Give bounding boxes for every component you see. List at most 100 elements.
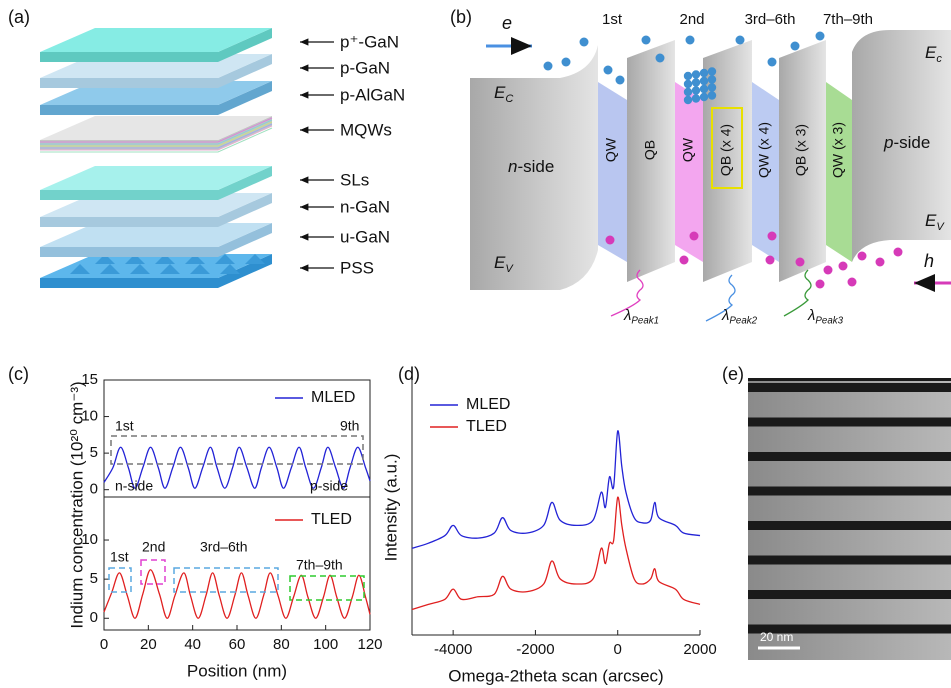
layer-side bbox=[40, 190, 218, 200]
electron bbox=[700, 85, 708, 93]
label: 2nd bbox=[679, 11, 704, 28]
label: 1st bbox=[602, 11, 623, 28]
hole bbox=[816, 280, 825, 289]
scale-bar-label: 20 nm bbox=[760, 630, 793, 644]
electron bbox=[816, 32, 825, 41]
layer-side bbox=[40, 278, 218, 288]
hole bbox=[894, 248, 903, 257]
annotation: 1st bbox=[110, 549, 129, 565]
label: h bbox=[924, 251, 934, 271]
label: QB (x 3) bbox=[793, 124, 809, 176]
label: p⁺-GaN bbox=[340, 32, 399, 51]
dashed-box bbox=[174, 568, 278, 592]
y-tick-label: 5 bbox=[90, 444, 98, 461]
electron bbox=[684, 72, 692, 80]
electron bbox=[708, 83, 716, 91]
electron bbox=[768, 58, 777, 67]
tem-stripe bbox=[748, 487, 951, 496]
x-tick-label: 0 bbox=[614, 641, 622, 658]
x-tick-label: 60 bbox=[229, 636, 246, 653]
y-tick-label: 5 bbox=[90, 570, 98, 587]
x-tick-label: 80 bbox=[273, 636, 290, 653]
panel-label: (d) bbox=[398, 364, 420, 384]
hole bbox=[876, 258, 885, 267]
label: 3rd–6th bbox=[745, 11, 796, 28]
emission-label: λPeak1 bbox=[623, 307, 659, 326]
layer-side bbox=[40, 247, 218, 257]
electron bbox=[708, 91, 716, 99]
annotation: 3rd–6th bbox=[200, 539, 247, 555]
n-side: n-side bbox=[508, 157, 554, 176]
label: e bbox=[502, 13, 512, 33]
dashed-box bbox=[141, 560, 165, 584]
label: PSS bbox=[340, 258, 374, 277]
hole bbox=[768, 232, 777, 241]
well bbox=[598, 82, 627, 262]
italic: p bbox=[883, 133, 893, 152]
main: E bbox=[925, 211, 937, 230]
tem-stripe bbox=[748, 378, 951, 381]
electron bbox=[642, 36, 651, 45]
italic: n bbox=[508, 157, 517, 176]
layer-side bbox=[40, 52, 218, 62]
tem-stripe bbox=[748, 418, 951, 427]
tem-stripe bbox=[748, 521, 951, 530]
y-axis-label: Indium concentration (10²⁰ cm⁻³) bbox=[67, 381, 86, 628]
main: λ bbox=[807, 307, 815, 324]
tem-stripe bbox=[748, 590, 951, 599]
electron bbox=[686, 36, 695, 45]
x-axis-label: Omega-2theta scan (arcsec) bbox=[448, 666, 663, 685]
legend-label: TLED bbox=[466, 418, 507, 435]
electron bbox=[562, 58, 571, 67]
x-tick-label: 2000 bbox=[683, 641, 716, 658]
label: QW (x 4) bbox=[756, 122, 772, 178]
panel-label: (a) bbox=[8, 7, 30, 27]
dashed-box bbox=[109, 568, 131, 592]
x-tick-label: -4000 bbox=[434, 641, 472, 658]
series-line bbox=[104, 570, 370, 619]
x-axis-label: Position (nm) bbox=[187, 661, 287, 680]
electron bbox=[604, 66, 613, 75]
label: QB (x 4) bbox=[718, 124, 734, 176]
y-tick-label: 0 bbox=[90, 609, 98, 626]
emission-label: λPeak2 bbox=[721, 307, 758, 326]
annotation: n-side bbox=[115, 478, 153, 494]
panel-label: (c) bbox=[8, 364, 29, 384]
electron bbox=[684, 80, 692, 88]
y-axis-label: Intensity (a.u.) bbox=[381, 454, 400, 562]
label: 7th–9th bbox=[823, 11, 873, 28]
annotation: 1st bbox=[115, 418, 134, 434]
electron bbox=[616, 76, 625, 85]
label: QW bbox=[603, 137, 619, 162]
main: E bbox=[494, 253, 506, 272]
tem-stripe bbox=[748, 383, 951, 392]
tem-stripe bbox=[748, 452, 951, 461]
x-tick-label: 100 bbox=[313, 636, 338, 653]
layer-side bbox=[40, 105, 218, 115]
main: λ bbox=[623, 307, 631, 324]
x-tick-label: -2000 bbox=[516, 641, 554, 658]
x-tick-label: 40 bbox=[184, 636, 201, 653]
label: u-GaN bbox=[340, 227, 390, 246]
panel-label: (e) bbox=[722, 364, 744, 384]
label: n-GaN bbox=[340, 197, 390, 216]
emission-label: λPeak3 bbox=[807, 307, 844, 326]
label: SLs bbox=[340, 170, 369, 189]
electron bbox=[692, 70, 700, 78]
label: QB bbox=[642, 140, 658, 160]
label: MQWs bbox=[340, 120, 392, 139]
electron bbox=[708, 75, 716, 83]
main: λ bbox=[721, 307, 729, 324]
hole bbox=[858, 252, 867, 261]
layer-side bbox=[40, 217, 218, 227]
sub: Peak3 bbox=[815, 315, 843, 326]
y-tick-label: 0 bbox=[90, 481, 98, 498]
rest: -side bbox=[893, 133, 930, 152]
electron bbox=[700, 69, 708, 77]
hole bbox=[690, 232, 699, 241]
electron bbox=[684, 96, 692, 104]
electron bbox=[544, 62, 553, 71]
y-tick-label: 10 bbox=[81, 531, 98, 548]
x-tick-label: 0 bbox=[100, 636, 108, 653]
legend-label: MLED bbox=[466, 396, 510, 413]
